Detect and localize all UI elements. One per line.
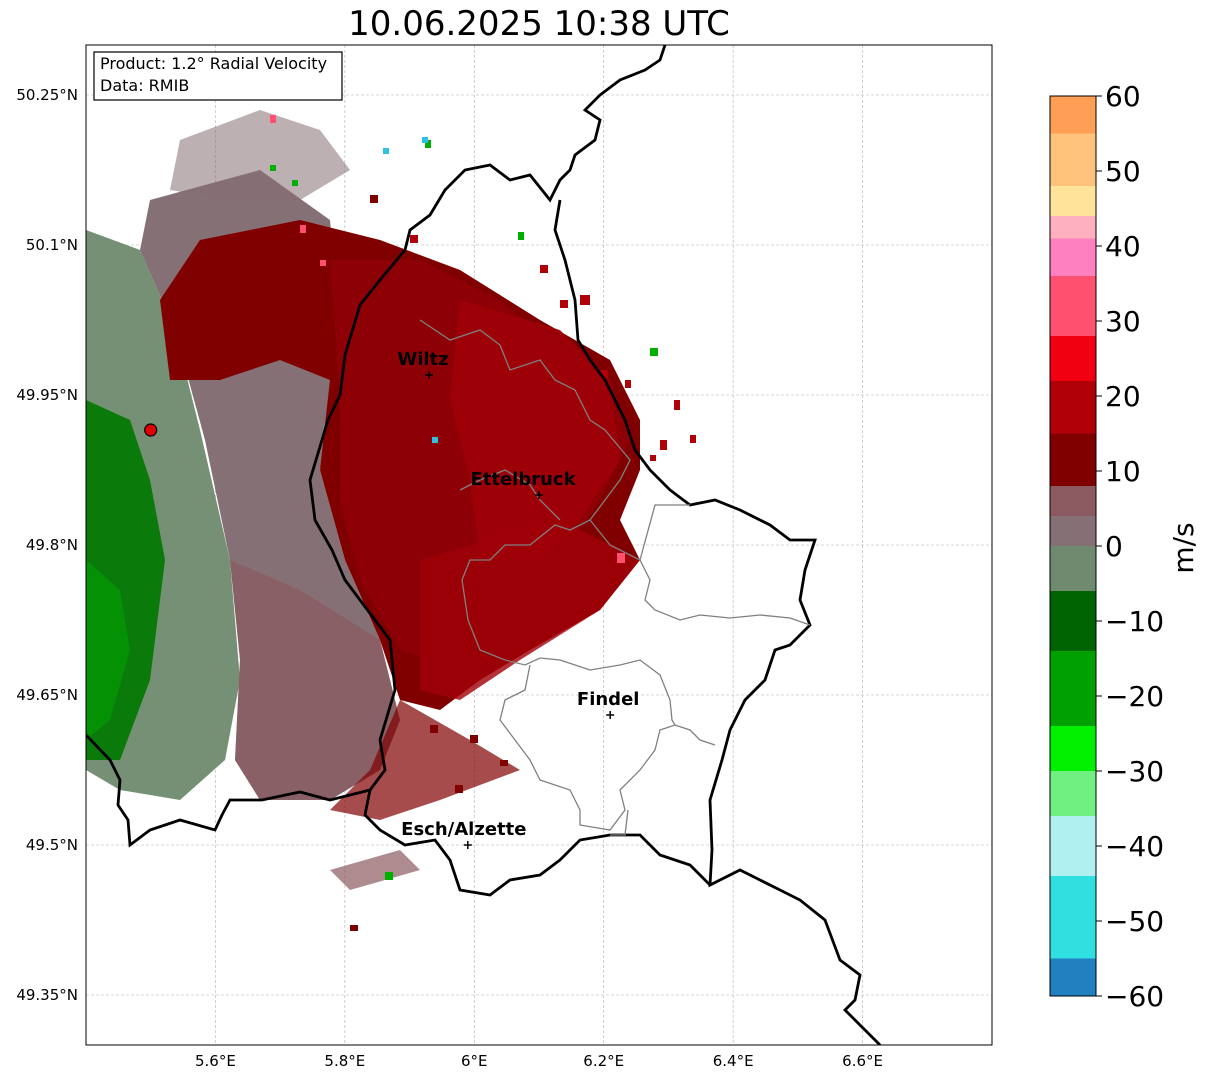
colorbar-band xyxy=(1050,381,1096,434)
longitude-ticks: 5.6°E 5.8°E 6°E 6.2°E 6.4°E 6.6°E xyxy=(195,1052,883,1070)
lat-tick-label: 49.65°N xyxy=(16,686,78,704)
city-marker xyxy=(535,491,543,499)
latitude-ticks: 50.25°N 50.1°N 49.95°N 49.8°N 49.65°N 49.5°N 4… xyxy=(16,86,78,1004)
city-label: Esch/Alzette xyxy=(401,819,526,840)
map-title: 10.06.2025 10:38 UTC xyxy=(348,4,730,44)
colorbar-tick-label: −50 xyxy=(1105,905,1164,938)
colorbar-band xyxy=(1050,238,1096,276)
colorbar-bands xyxy=(1050,96,1096,996)
colorbar-band xyxy=(1050,591,1096,651)
lon-tick-label: 6.4°E xyxy=(713,1052,754,1070)
radar-echoes xyxy=(86,110,696,931)
lat-tick-label: 49.35°N xyxy=(16,986,78,1004)
colorbar-tick-label: 10 xyxy=(1105,455,1141,488)
colorbar-tick-label: 50 xyxy=(1105,155,1141,188)
colorbar-band xyxy=(1050,876,1096,959)
borders xyxy=(86,45,881,1045)
info-box: Product: 1.2° Radial Velocity Data: RMIB xyxy=(93,51,343,101)
colorbar-band xyxy=(1050,516,1096,546)
lon-tick-label: 5.8°E xyxy=(324,1052,365,1070)
radar-site-marker xyxy=(144,423,158,437)
colorbar: 60 50 40 30 20 10 0 −10 −20 −30 −40 −50 −60 m/s xyxy=(1049,80,1200,1013)
lon-tick-label: 6°E xyxy=(461,1052,488,1070)
colorbar-tick-label: −60 xyxy=(1105,980,1164,1013)
colorbar-band xyxy=(1050,958,1096,996)
colorbar-tick-label: −40 xyxy=(1105,830,1164,863)
colorbar-band xyxy=(1050,336,1096,381)
city-label: Ettelbruck xyxy=(470,469,576,490)
lat-tick-label: 49.95°N xyxy=(16,386,78,404)
colorbar-tick-label: −30 xyxy=(1105,755,1164,788)
info-data-source: Data: RMIB xyxy=(100,76,189,95)
city-label: Findel xyxy=(577,689,640,710)
colorbar-tick-label: −20 xyxy=(1105,680,1164,713)
colorbar-band xyxy=(1050,276,1096,336)
colorbar-band xyxy=(1050,816,1096,876)
colorbar-tick-label: 60 xyxy=(1105,80,1141,113)
plot-frame xyxy=(85,44,993,1046)
colorbar-band xyxy=(1050,96,1096,134)
lat-tick-label: 50.1°N xyxy=(26,236,78,254)
lon-tick-label: 6.2°E xyxy=(583,1052,624,1070)
colorbar-tick-label: 20 xyxy=(1105,380,1141,413)
colorbar-band xyxy=(1050,651,1096,726)
city-label: Wiltz xyxy=(397,349,448,370)
colorbar-tick-label: 40 xyxy=(1105,230,1141,263)
colorbar-band xyxy=(1050,771,1096,816)
city-marker xyxy=(606,711,615,719)
colorbar-ticks: 60 50 40 30 20 10 0 −10 −20 −30 −40 −50 −60 xyxy=(1096,80,1164,1013)
colorbar-tick-label: 30 xyxy=(1105,305,1141,338)
colorbar-band xyxy=(1050,486,1096,516)
colorbar-band xyxy=(1050,546,1096,591)
lat-tick-label: 49.5°N xyxy=(26,836,78,854)
colorbar-tick-label: −10 xyxy=(1105,605,1164,638)
lat-tick-label: 50.25°N xyxy=(16,86,78,104)
colorbar-band xyxy=(1050,216,1096,239)
colorbar-unit-label: m/s xyxy=(1167,522,1200,573)
colorbar-band xyxy=(1050,133,1096,186)
city-marker xyxy=(463,841,472,849)
city-marker xyxy=(424,371,433,379)
lat-tick-label: 49.8°N xyxy=(26,536,78,554)
lon-tick-label: 6.6°E xyxy=(842,1052,883,1070)
colorbar-tick-label: 0 xyxy=(1105,530,1123,563)
info-product: Product: 1.2° Radial Velocity xyxy=(100,54,327,73)
colorbar-band xyxy=(1050,186,1096,216)
colorbar-band xyxy=(1050,726,1096,771)
city-labels: Wiltz Ettelbruck Findel Esch/Alzette xyxy=(397,349,639,849)
lon-tick-label: 5.6°E xyxy=(195,1052,236,1070)
colorbar-band xyxy=(1050,433,1096,486)
